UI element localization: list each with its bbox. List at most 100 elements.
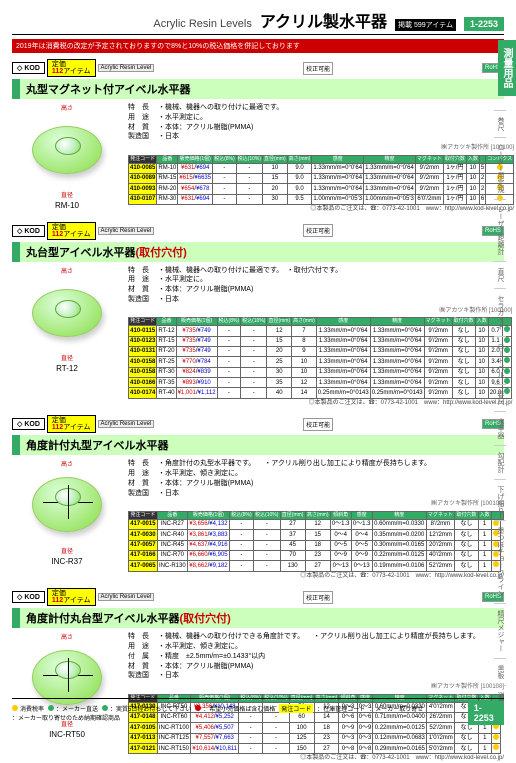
page-number-bottom: 1-2253 bbox=[468, 701, 504, 725]
table-row: 410-0166RT-35 ¥893/¥910 -- 3512 1.33mm/m… bbox=[129, 378, 512, 388]
order-note: ◎本製品のご注文は、☎：0773-42-1001 www：http://www.… bbox=[128, 205, 514, 213]
table-header: マグネット bbox=[426, 511, 454, 519]
category-label: Acrylic Resin Level bbox=[98, 420, 155, 428]
spec-row: 用 途・水平測定、傾き測定に。 bbox=[128, 469, 504, 479]
spec-row: 材 質・本体：アクリル樹脂(PMMA) bbox=[128, 285, 512, 295]
spec-row: 用 途・水平測定に。 bbox=[128, 275, 512, 285]
table-header: 直径(mm) bbox=[267, 318, 292, 326]
legend-item: ：メーカー取り寄せのため納期確認商品 bbox=[12, 713, 120, 722]
table-header: 品番 bbox=[157, 155, 178, 163]
side-label: ロートベル bbox=[494, 336, 506, 384]
side-label: 下げ振り bbox=[494, 479, 506, 520]
badge: 校正可能 bbox=[303, 62, 333, 75]
side-label: 勾配計 bbox=[494, 445, 506, 479]
table-header: 税込(10%) bbox=[253, 511, 280, 519]
model-number: RM-10 bbox=[12, 201, 122, 210]
brand-logo: ◇ KOD bbox=[12, 225, 45, 237]
order-note: ◎本製品のご注文は、☎：0773-42-1001 www：http://www.… bbox=[128, 399, 512, 407]
table-header: 感度 bbox=[351, 511, 372, 519]
table-header: 品番 bbox=[157, 511, 187, 519]
table-header: 品番 bbox=[157, 318, 176, 326]
table-header: 精度 bbox=[372, 511, 426, 519]
model-number: INC-R37 bbox=[12, 557, 122, 566]
dimension-label: 直径 bbox=[12, 353, 122, 362]
side-label: セラガイト bbox=[494, 288, 506, 336]
spec-row: 材 質・本体：アクリル樹脂(PMMA) bbox=[128, 662, 504, 672]
spec-row: 用 途・水平測定、傾き測定に。 bbox=[128, 642, 504, 652]
product-table: 発注コード品番販売価格(1個)税込(8%)税込(10%)直径(mm)高さ(mm)… bbox=[128, 511, 504, 572]
table-header: 税込(10%) bbox=[241, 318, 267, 326]
side-label: 春尺 bbox=[494, 384, 506, 411]
spec-row: 特 長・機械、機器への取り付けに最適です。 bbox=[128, 103, 514, 113]
product-image bbox=[17, 116, 117, 186]
product-section: ◇ KOD 定価112アイテム Acrylic Resin Level 校正可能… bbox=[12, 415, 504, 580]
product-section: ◇ KOD 定価112アイテム Acrylic Resin Level 校正可能… bbox=[12, 222, 504, 408]
table-row: 410-0174RT-40 ¥1,001/¥1,112 -- 4014 0.25… bbox=[129, 388, 512, 398]
badge: 校正可能 bbox=[303, 591, 333, 604]
spec-row: 製造国・日本 bbox=[128, 671, 504, 681]
price-badge: 定価112アイテム bbox=[47, 222, 96, 240]
table-header: 感度 bbox=[312, 155, 364, 163]
table-header: 販売価格(1個) bbox=[187, 511, 229, 519]
side-label: 精尺メジャー bbox=[494, 603, 506, 658]
price-badge: 定価112アイテム bbox=[47, 59, 96, 77]
badge: 校正可能 bbox=[303, 224, 333, 237]
product-table: 発注コード品番販売価格(1個)税込(8%)税込(10%)直径(mm)高さ(mm)… bbox=[128, 317, 512, 399]
product-table: 発注コード品番販売価格(1個)税込(8%)税込(10%)直径(mm)高さ(mm)… bbox=[128, 155, 514, 206]
spec-row: 特 長・角度計付の丸型水平器です。 ・アクリル削り出し加工により精度が長持ちしま… bbox=[128, 459, 504, 469]
dimension-label: 高さ bbox=[12, 459, 122, 468]
dimension-label: 直径 bbox=[12, 190, 122, 199]
maker-info: ㈱アカツキ製作所 [100100] bbox=[128, 500, 504, 508]
table-header: 高さ(mm) bbox=[305, 511, 330, 519]
table-row: 417-0121INC-RT150 ¥10,614/¥10,811 -- 150… bbox=[129, 744, 504, 754]
table-header: 精度 bbox=[364, 155, 416, 163]
category-label: Acrylic Resin Level bbox=[98, 227, 155, 235]
table-header: 税込(10%) bbox=[236, 155, 262, 163]
category-label: Acrylic Resin Level bbox=[98, 593, 155, 601]
table-header: 高さ(mm) bbox=[292, 318, 317, 326]
table-row: 410-0123RT-15 ¥735/¥749 -- 158 1.33mm/m=… bbox=[129, 336, 512, 346]
table-row: 410-0131RT-20 ¥735/¥749 -- 209 1.33mm/m=… bbox=[129, 346, 512, 356]
table-row: 417-0113INC-RT125 ¥7,557/¥7,663 -- 12523… bbox=[129, 733, 504, 743]
table-row: 410-0085RM-10 ¥631/¥694 -- 109.0 1.33mm/… bbox=[129, 163, 514, 173]
table-header: 発注コード bbox=[129, 155, 157, 163]
product-title: 角度計付丸型アイベル水平器 bbox=[12, 435, 504, 455]
table-header: 発注コード bbox=[129, 511, 158, 519]
brand-logo: ◇ KOD bbox=[12, 591, 45, 603]
table-row: 417-0057INC-R45 ¥4,637/¥4,916 -- 4518 0〜… bbox=[129, 540, 504, 550]
brand-logo: ◇ KOD bbox=[12, 62, 45, 74]
model-number: INC-RT50 bbox=[12, 730, 122, 739]
price-badge: 定価112アイテム bbox=[47, 588, 96, 606]
legend-item: 消費税率 bbox=[12, 704, 44, 713]
spec-row: 製造国・日本 bbox=[128, 132, 514, 142]
side-category-tab: 測量用品 bbox=[498, 40, 516, 96]
product-image bbox=[17, 472, 117, 542]
table-row: 417-0015INC-R27 ¥3,656/¥4,132 -- 2712 0〜… bbox=[129, 519, 504, 529]
price-badge: 定価112アイテム bbox=[47, 415, 96, 433]
legend-item: ：実質5日程お待ちして下さい bbox=[102, 704, 191, 713]
table-header: 税込(8%) bbox=[213, 155, 237, 163]
side-label: 黒板 bbox=[494, 658, 506, 685]
product-title: 角度計付丸台型アイベル水平器(取付穴付) bbox=[12, 608, 504, 628]
maker-info: ㈱アカツキ製作所 [100100] bbox=[128, 683, 504, 691]
order-note: ◎本製品のご注文は、☎：0773-42-1001 www：http://www.… bbox=[128, 754, 504, 762]
tax-notice: 2019年は消費税の改定が予定されておりますので8%と10%の税込価格を併記して… bbox=[12, 39, 504, 53]
table-header: 入数 bbox=[478, 511, 491, 519]
table-row: 410-0107RM-30 ¥631/¥694 -- 309.5 1.00mm/… bbox=[129, 194, 514, 204]
side-index-labels: 巻尺ローダー用定規レーザー距離計直尺セラガイトロートベル春尺水平器勾配計下げ振り… bbox=[494, 110, 516, 726]
table-header: 直径(mm) bbox=[263, 155, 288, 163]
product-section: ◇ KOD 定価112アイテム Acrylic Resin Level 校正可能… bbox=[12, 588, 504, 763]
header-en: Acrylic Resin Levels bbox=[153, 18, 251, 30]
page-number-top: 1-2253 bbox=[464, 17, 504, 31]
table-row: 410-0115RT-12 ¥735/¥749 -- 127 1.33mm/m=… bbox=[129, 326, 512, 336]
table-header: 高さ(mm) bbox=[287, 155, 312, 163]
product-section: ◇ KOD 定価112アイテム Acrylic Resin Level 校正可能… bbox=[12, 59, 504, 214]
table-header: 入数 bbox=[466, 155, 479, 163]
model-number: RT-12 bbox=[12, 364, 122, 373]
brand-logo: ◇ KOD bbox=[12, 418, 45, 430]
catalog-code: 掲載 599アイテム bbox=[395, 19, 456, 31]
table-row: 417-0030INC-R40 ¥3,861/¥3,883 -- 3715 0〜… bbox=[129, 530, 504, 540]
side-label: 墨つぼチョークライン bbox=[494, 520, 506, 603]
table-header: 販売価格(1個) bbox=[178, 155, 213, 163]
dimension-label: 高さ bbox=[12, 266, 122, 275]
